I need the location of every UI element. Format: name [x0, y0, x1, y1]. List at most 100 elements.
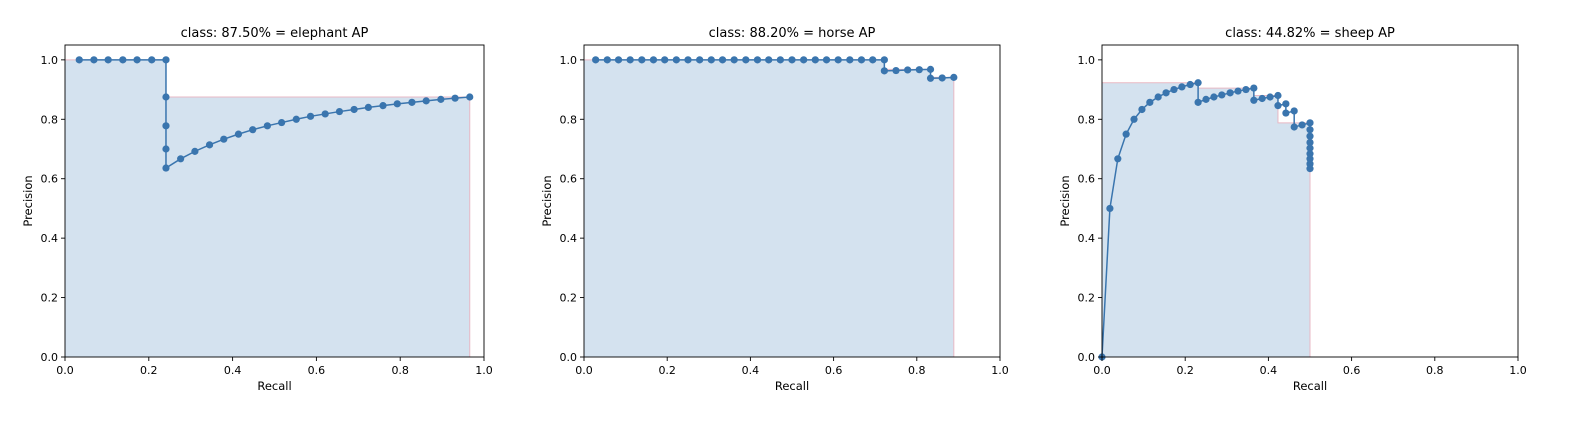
- x-tick-label: 0.6: [308, 364, 326, 377]
- pr-point: [1290, 123, 1298, 131]
- x-tick-label: 1.0: [991, 364, 1009, 377]
- pr-point: [234, 130, 243, 138]
- pr-point: [1154, 93, 1162, 101]
- ap-area: [1102, 82, 1310, 357]
- pr-point: [661, 56, 669, 64]
- pr-point: [278, 118, 286, 127]
- pr-point: [321, 110, 329, 118]
- pr-point: [753, 56, 762, 64]
- pr-point: [1170, 85, 1178, 94]
- x-tick-label: 0.8: [908, 364, 926, 377]
- pr-point: [880, 56, 888, 64]
- pr-point: [162, 56, 170, 64]
- pr-curve-line: [595, 59, 954, 80]
- pr-point: [1234, 87, 1242, 95]
- pr-point: [90, 56, 98, 64]
- pr-point: [1306, 144, 1314, 152]
- pr-point: [926, 74, 935, 82]
- pr-point: [1242, 85, 1250, 94]
- y-tick-label: 0.6: [41, 173, 59, 186]
- pr-point: [1186, 80, 1194, 89]
- x-tick-label: 0.0: [575, 364, 593, 377]
- pr-point: [119, 56, 127, 64]
- axes-frame: [1101, 44, 1519, 358]
- pr-point: [614, 56, 623, 64]
- y-tick-label: 0.6: [560, 173, 578, 186]
- pr-point: [765, 56, 773, 64]
- pr-point: [249, 126, 257, 134]
- pr-point: [466, 93, 474, 101]
- pr-point: [592, 56, 600, 64]
- pr-point: [1210, 93, 1218, 101]
- pr-point: [205, 141, 214, 149]
- x-axis-label: Recall: [775, 379, 809, 393]
- y-tick-label: 0.2: [560, 292, 578, 305]
- pr-point: [857, 56, 866, 64]
- y-tick-label: 0.0: [41, 351, 59, 364]
- pr-point: [834, 56, 842, 64]
- y-tick-label: 0.4: [560, 232, 578, 245]
- pr-point: [707, 56, 715, 64]
- pr-point: [162, 93, 170, 101]
- x-tick-label: 0.8: [391, 364, 409, 377]
- pr-point: [1122, 130, 1130, 138]
- pr-point: [162, 122, 170, 130]
- y-tick-label: 1.0: [1078, 54, 1096, 67]
- y-tick-label: 0.4: [41, 232, 59, 245]
- pr-point: [1306, 126, 1314, 134]
- pr-point: [638, 56, 646, 64]
- pr-point: [1146, 98, 1154, 106]
- pr-point: [626, 56, 634, 64]
- y-tick-label: 0.8: [41, 113, 59, 126]
- x-tick-label: 0.2: [658, 364, 676, 377]
- pr-point: [1306, 165, 1314, 173]
- pr-point: [1306, 119, 1314, 127]
- pr-point: [788, 56, 796, 64]
- pr-point: [335, 107, 344, 116]
- x-tick-label: 0.6: [825, 364, 843, 377]
- pr-point: [1218, 91, 1226, 99]
- y-axis-label: Precision: [540, 175, 554, 226]
- pr-point: [75, 56, 83, 64]
- pr-point: [811, 56, 819, 64]
- pr-point: [1250, 96, 1258, 104]
- x-tick-label: 0.2: [140, 364, 158, 377]
- y-tick-label: 0.0: [1078, 351, 1096, 364]
- pr-point: [822, 56, 831, 64]
- pr-point: [162, 145, 170, 153]
- y-tick-label: 0.6: [1078, 173, 1096, 186]
- pr-point: [350, 105, 358, 114]
- pr-point: [696, 56, 704, 64]
- pr-point: [1290, 107, 1298, 115]
- pr-point: [191, 147, 199, 155]
- pr-point: [672, 56, 680, 64]
- pr-point: [1250, 84, 1258, 92]
- pr-point: [1106, 204, 1114, 213]
- x-tick-label: 0.2: [1176, 364, 1194, 377]
- pr-point: [292, 115, 300, 123]
- pr-point: [437, 95, 445, 103]
- pr-point: [684, 56, 692, 64]
- chart-title: class: 88.20% = horse AP: [709, 26, 876, 41]
- x-tick-label: 0.4: [224, 364, 242, 377]
- pr-point: [162, 164, 170, 172]
- pr-point: [1258, 94, 1266, 103]
- pr-point: [730, 56, 738, 64]
- pr-point: [950, 73, 958, 81]
- pr-point: [1130, 115, 1138, 123]
- pr-point: [393, 100, 401, 108]
- pr-point: [1274, 91, 1282, 100]
- pr-point: [718, 56, 727, 64]
- pr-point: [306, 112, 315, 120]
- x-axis-label: Recall: [257, 379, 291, 393]
- y-tick-label: 0.8: [1078, 113, 1096, 126]
- chart-title: class: 44.82% = sheep AP: [1225, 26, 1395, 41]
- pr-point: [220, 135, 228, 143]
- pr-point: [148, 56, 156, 64]
- pr-point: [451, 94, 459, 102]
- pr-point: [422, 97, 430, 105]
- y-axis-label: Precision: [21, 175, 35, 226]
- pr-point: [263, 122, 271, 130]
- y-tick-label: 1.0: [560, 54, 578, 67]
- chart-title: class: 87.50% = elephant AP: [181, 26, 369, 41]
